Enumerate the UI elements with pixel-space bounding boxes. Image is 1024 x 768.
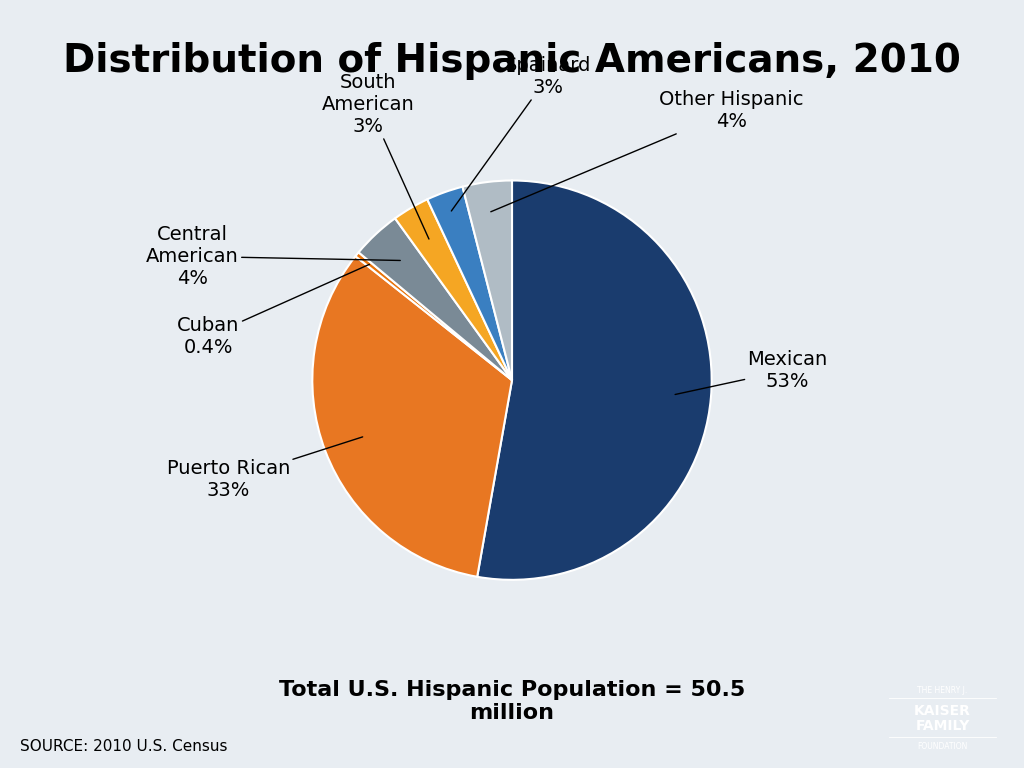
Text: Cuban
0.4%: Cuban 0.4% [177, 264, 370, 356]
Text: Other Hispanic
4%: Other Hispanic 4% [490, 90, 804, 212]
Text: KAISER: KAISER [914, 704, 971, 718]
Text: Central
American
4%: Central American 4% [146, 225, 400, 288]
Text: South
American
3%: South American 3% [322, 73, 429, 239]
Text: Total U.S. Hispanic Population = 50.5
million: Total U.S. Hispanic Population = 50.5 mi… [279, 680, 745, 723]
Text: Puerto Rican
33%: Puerto Rican 33% [167, 437, 362, 501]
Text: SOURCE: 2010 U.S. Census: SOURCE: 2010 U.S. Census [20, 739, 228, 754]
Wedge shape [355, 253, 512, 380]
Wedge shape [312, 257, 512, 577]
Text: Spainard
3%: Spainard 3% [452, 56, 591, 211]
Text: THE HENRY J.: THE HENRY J. [918, 686, 968, 695]
Text: Distribution of Hispanic Americans, 2010: Distribution of Hispanic Americans, 2010 [63, 42, 961, 80]
Wedge shape [463, 180, 512, 380]
Text: FOUNDATION: FOUNDATION [918, 743, 968, 751]
Wedge shape [427, 187, 512, 380]
Wedge shape [395, 200, 512, 380]
Wedge shape [358, 218, 512, 380]
Wedge shape [477, 180, 712, 580]
Text: Mexican
53%: Mexican 53% [675, 349, 827, 395]
Text: FAMILY: FAMILY [915, 719, 970, 733]
